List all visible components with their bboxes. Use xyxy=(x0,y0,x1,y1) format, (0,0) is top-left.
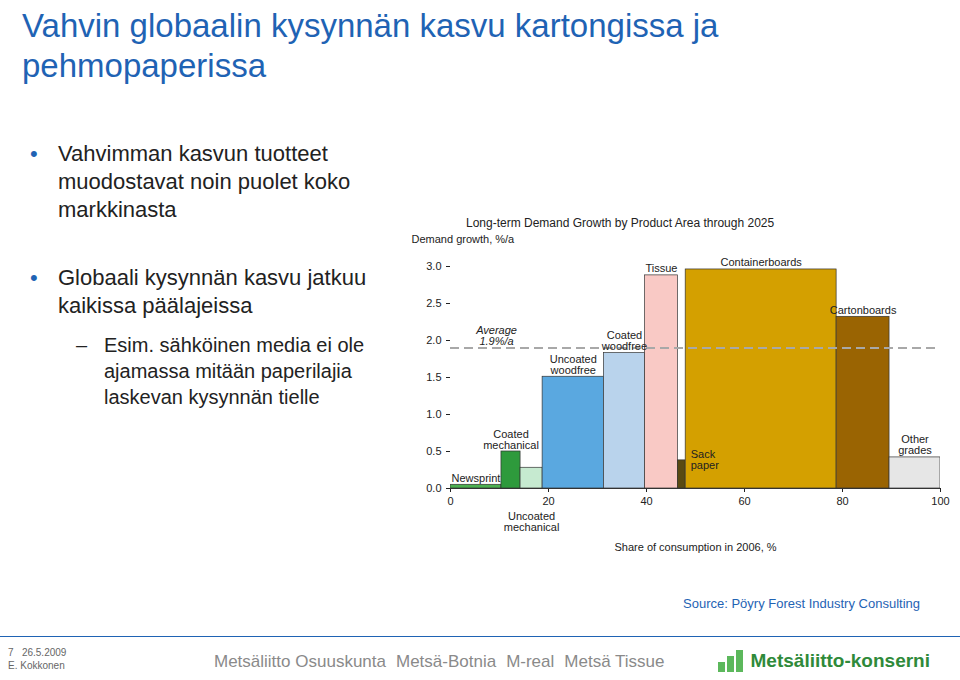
svg-text:0: 0 xyxy=(447,495,453,507)
html-text:Vahvimman kasvun tuotteet muod: Vahvimman kasvun tuotteet muodostavat no… xyxy=(58,141,351,222)
svg-text:Cartonboards: Cartonboards xyxy=(830,304,897,316)
html-text:E. Kokkonen: E. Kokkonen xyxy=(8,660,65,671)
svg-text:0.5: 0.5 xyxy=(426,445,441,457)
svg-text:Othergrades: Othergrades xyxy=(898,433,932,456)
svg-text:Containerboards: Containerboards xyxy=(720,256,802,268)
svg-text:60: 60 xyxy=(738,495,750,507)
svg-text:Tissue: Tissue xyxy=(645,262,677,274)
html-text:Esim. sähköinen media ei ole a: Esim. sähköinen media ei ole ajamassa mi… xyxy=(104,334,365,408)
svg-text:Uncoatedmechanical: Uncoatedmechanical xyxy=(504,510,560,533)
svg-text:40: 40 xyxy=(640,495,652,507)
svg-text:Coatedmechanical: Coatedmechanical xyxy=(483,428,539,451)
html-text:Long-term Demand Growth by Pro: Long-term Demand Growth by Product Area … xyxy=(466,216,775,230)
html-text:Source: Pöyry Forest Industry: Source: Pöyry Forest Industry Consulting xyxy=(683,596,920,611)
svg-text:100: 100 xyxy=(931,495,949,507)
html-text:Metsäliitto Osuuskunta: Metsäliitto Osuuskunta xyxy=(214,652,386,671)
svg-text:Average1.9%/a: Average1.9%/a xyxy=(475,324,517,347)
svg-text:2.5: 2.5 xyxy=(426,297,441,309)
svg-text:Demand growth, %/a: Demand growth, %/a xyxy=(412,233,516,245)
html-text:Vahvin globaalin kysynnän kasv: Vahvin globaalin kysynnän kasvu kartongi… xyxy=(22,7,719,84)
svg-text:Coatedwoodfree: Coatedwoodfree xyxy=(601,329,647,352)
html-text:7 26.5.2009: 7 26.5.2009 xyxy=(8,647,67,658)
html-text:Globaali kysynnän kasvu jatkuu: Globaali kysynnän kasvu jatkuu kaikissa … xyxy=(58,265,367,318)
svg-text:1.5: 1.5 xyxy=(426,371,441,383)
svg-text:80: 80 xyxy=(836,495,848,507)
html-text:Metsäliitto-konserni: Metsäliitto-konserni xyxy=(745,650,930,671)
svg-text:20: 20 xyxy=(542,495,554,507)
svg-text:2.0: 2.0 xyxy=(426,334,441,346)
svg-text:Newsprint: Newsprint xyxy=(452,472,501,484)
html-text:Metsä Tissue: Metsä Tissue xyxy=(564,652,665,671)
html-text:Metsä-Botnia: Metsä-Botnia xyxy=(396,652,497,671)
svg-text:Share of consumption in 2006,: Share of consumption in 2006, % xyxy=(614,541,776,553)
svg-text:1.0: 1.0 xyxy=(426,408,441,420)
svg-text:Sackpaper: Sackpaper xyxy=(691,448,719,471)
svg-text:Uncoatedwoodfree: Uncoatedwoodfree xyxy=(550,353,597,376)
svg-text:0.0: 0.0 xyxy=(426,482,441,494)
html-text:M-real: M-real xyxy=(506,652,555,671)
svg-text:3.0: 3.0 xyxy=(426,260,441,272)
